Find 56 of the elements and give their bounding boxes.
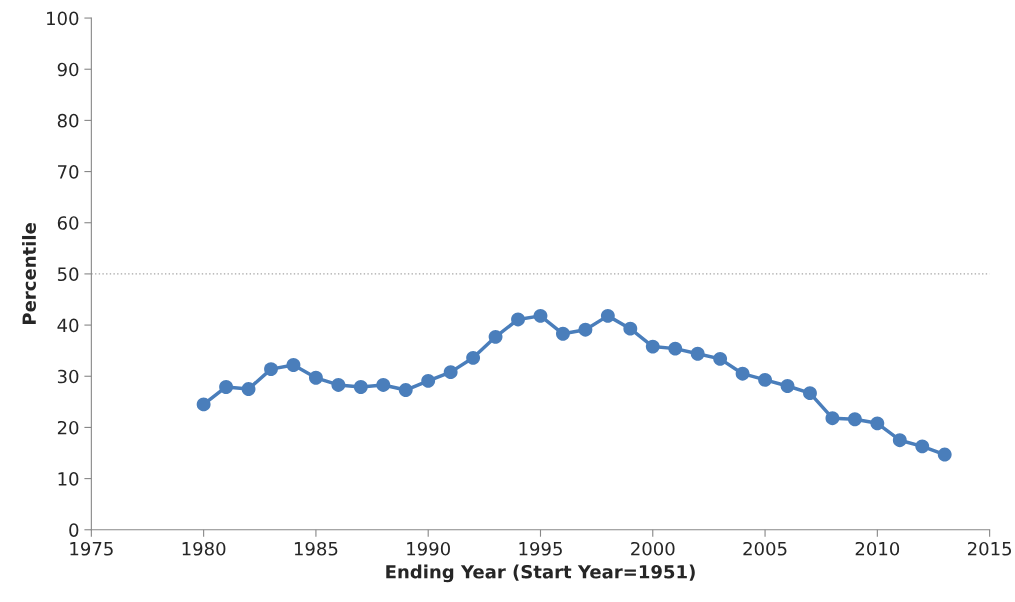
x-tick-label: 1980 [182, 541, 226, 556]
x-axis-title: Ending Year (Start Year=1951) [386, 564, 695, 583]
point [803, 386, 817, 401]
y-tick-label: 10 [58, 472, 79, 486]
point [376, 378, 391, 392]
point [331, 378, 346, 392]
x-tick-label: 1975 [70, 541, 113, 556]
point [847, 412, 862, 427]
point [937, 447, 952, 462]
x-tick-label: 2015 [967, 541, 1012, 556]
point [533, 308, 548, 323]
point [780, 379, 795, 393]
y-tick-label: 90 [57, 62, 79, 77]
point [578, 322, 593, 337]
point [196, 397, 211, 412]
point [825, 411, 840, 426]
point [758, 372, 772, 387]
y-tick-label: 20 [57, 420, 79, 435]
point [443, 365, 458, 380]
x-tick-label: 1995 [519, 541, 562, 556]
x-tick-label: 2005 [743, 541, 787, 556]
point [645, 339, 660, 354]
y-tick-label: 0 [69, 523, 79, 537]
point [219, 380, 234, 394]
point [308, 370, 323, 385]
point [870, 416, 885, 431]
point [713, 351, 728, 366]
point [623, 321, 638, 336]
y-tick-label: 30 [57, 369, 79, 384]
point [241, 382, 256, 396]
y-tick-label: 40 [57, 318, 79, 333]
y-tick-label: 80 [57, 113, 79, 128]
point [286, 358, 301, 372]
x-tick-label: 2000 [631, 541, 675, 556]
point [600, 308, 615, 323]
point [892, 433, 907, 448]
point [398, 383, 413, 398]
point [466, 350, 481, 365]
y-tick-label: 50 [57, 267, 79, 282]
point [690, 346, 705, 361]
point [421, 373, 436, 388]
y-tick-label: 70 [58, 165, 79, 179]
point [353, 380, 368, 394]
x-tick-label: 1985 [294, 541, 338, 556]
point [488, 329, 503, 344]
point [915, 439, 930, 454]
y-axis-title: Percentile [22, 223, 37, 324]
point [511, 312, 525, 327]
x-tick-label: 2010 [855, 541, 900, 556]
y-tick-label: 60 [57, 216, 79, 230]
x-tick-label: 1990 [407, 541, 450, 556]
point [556, 326, 570, 341]
point [735, 366, 750, 381]
point [668, 341, 683, 356]
point [264, 362, 278, 377]
y-tick-label: 100 [47, 11, 79, 26]
